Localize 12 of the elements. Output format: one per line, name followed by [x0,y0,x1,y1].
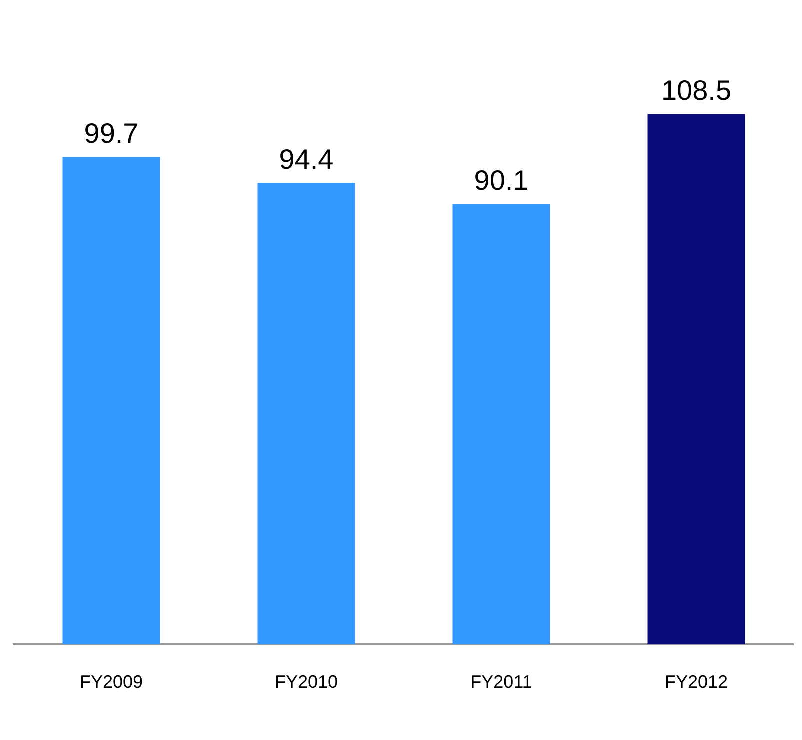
x-tick-label: FY2009 [80,672,144,692]
data-label: 108.5 [661,74,732,106]
data-label: 90.1 [474,164,529,196]
x-tick-label: FY2010 [274,672,338,692]
bar [258,183,356,644]
bar [452,204,550,644]
x-tick-label: FY2011 [470,672,532,692]
bar [648,114,746,644]
data-label: 94.4 [279,144,334,175]
bar [62,157,160,644]
x-tick-label: FY2012 [664,672,728,692]
data-label: 99.7 [84,118,139,149]
